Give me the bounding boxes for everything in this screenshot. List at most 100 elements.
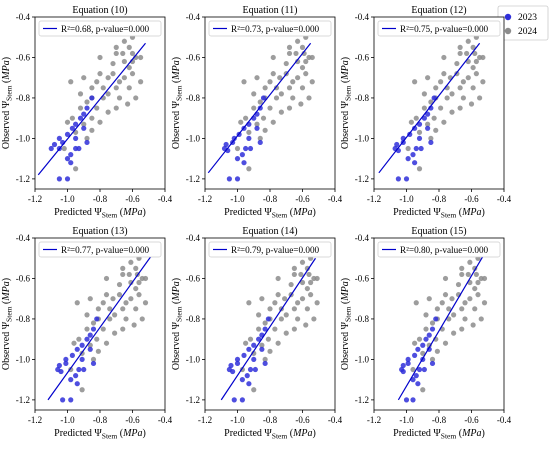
data-point-2024	[246, 300, 252, 306]
x-axis-label-unit: (	[117, 207, 124, 218]
y-tick-label: -0.6	[16, 273, 31, 283]
data-point-2023	[81, 111, 87, 117]
data-point-2024	[254, 75, 260, 81]
data-point-2024	[286, 44, 293, 50]
data-point-2023	[84, 105, 90, 111]
plot-area	[34, 16, 166, 190]
data-point-2024	[481, 300, 488, 306]
data-point-2024	[425, 75, 431, 81]
data-point-2024	[116, 79, 123, 85]
x-axis-label-text: Predicted Ψ	[224, 428, 272, 439]
y-tick-label: -0.4	[16, 12, 31, 22]
data-point-2024	[95, 306, 101, 312]
data-point-2024	[481, 275, 488, 282]
x-axis-label-close: )	[313, 207, 316, 218]
data-point-2024	[256, 326, 262, 332]
data-point-2023	[400, 368, 406, 375]
data-point-2023	[413, 145, 419, 152]
data-point-2024	[455, 281, 462, 288]
data-point-2024	[120, 306, 126, 312]
x-axis-label-unit: (	[456, 428, 463, 439]
data-point-2024	[267, 348, 273, 354]
y-tick-label: -1.0	[355, 354, 370, 364]
data-point-2024	[94, 79, 100, 85]
data-point-2024	[260, 115, 267, 121]
data-point-2024	[457, 50, 463, 57]
data-point-2024	[94, 105, 100, 111]
data-point-2024	[94, 336, 100, 342]
annotation-text: R²=0.73, p-value=0.000	[231, 24, 320, 34]
data-point-2024	[426, 296, 432, 302]
y-axis-label-unit: (	[340, 79, 351, 86]
data-point-2023	[415, 346, 421, 352]
data-point-2023	[64, 131, 71, 137]
data-point-2024	[291, 271, 297, 278]
data-point-2024	[76, 336, 82, 342]
data-point-2023	[239, 397, 245, 403]
x-tick-label: -0.8	[263, 194, 278, 204]
data-point-2024	[441, 119, 447, 125]
data-point-2024	[457, 44, 463, 50]
data-point-2024	[434, 306, 440, 312]
data-point-2024	[107, 316, 113, 322]
data-point-2024	[262, 127, 268, 133]
data-point-2024	[77, 105, 84, 111]
y-tick-label: -1.2	[355, 395, 369, 405]
data-point-2024	[125, 101, 131, 107]
data-point-2024	[439, 300, 445, 306]
data-point-2023	[423, 336, 429, 342]
data-point-2023	[251, 342, 257, 348]
data-point-2024	[299, 44, 306, 50]
x-axis-label-sub: Stem	[272, 211, 288, 220]
data-point-2024	[131, 322, 137, 328]
data-point-2024	[270, 54, 276, 61]
data-point-2023	[90, 360, 97, 367]
subplot-title: Equation (12)	[411, 5, 466, 16]
x-axis-label-unit-italic: MPa	[461, 207, 481, 218]
data-point-2023	[239, 377, 245, 383]
data-point-2024	[428, 99, 434, 105]
data-point-2024	[304, 306, 310, 312]
data-point-2024	[138, 79, 144, 85]
y-tick-label: -0.6	[16, 52, 31, 62]
y-axis-label: Observed ΨStem (MPa)	[1, 57, 14, 149]
data-point-2024	[267, 105, 273, 111]
data-point-2024	[267, 306, 273, 312]
y-axis-label-close: )	[1, 278, 12, 281]
data-point-2023	[394, 141, 400, 148]
y-axis-label-text: Observed Ψ	[340, 100, 351, 149]
data-point-2024	[475, 279, 481, 286]
data-point-2024	[462, 316, 468, 322]
data-point-2024	[87, 296, 93, 302]
data-point-2024	[79, 387, 85, 393]
data-point-2024	[73, 166, 79, 172]
data-point-2024	[457, 85, 463, 91]
data-point-2024	[246, 129, 252, 135]
data-point-2024	[431, 115, 437, 121]
data-point-2024	[84, 99, 90, 105]
data-point-2023	[81, 366, 87, 373]
data-point-2024	[251, 387, 257, 393]
data-point-2024	[105, 75, 111, 81]
data-point-2024	[278, 316, 284, 322]
data-point-2024	[234, 145, 241, 152]
data-point-2024	[449, 296, 455, 302]
data-point-2024	[69, 115, 75, 121]
data-point-2023	[87, 332, 93, 338]
data-point-2024	[272, 300, 278, 306]
data-point-2024	[470, 85, 476, 91]
data-point-2023	[254, 125, 260, 131]
data-point-2023	[90, 326, 97, 332]
y-axis-label-unit-italic: MPa	[1, 281, 12, 301]
data-point-2024	[77, 91, 84, 97]
y-axis-label-unit-italic: MPa	[1, 60, 12, 80]
data-point-2024	[314, 275, 320, 282]
data-point-2024	[116, 292, 123, 298]
x-axis-label-text: Predicted Ψ	[54, 428, 102, 439]
data-point-2024	[303, 58, 309, 65]
data-point-2024	[299, 259, 306, 265]
x-axis-label-sub: Stem	[102, 211, 118, 220]
data-point-2023	[77, 115, 84, 121]
y-axis-label-text: Observed Ψ	[1, 321, 12, 370]
x-tick-label: -1.2	[28, 194, 42, 204]
